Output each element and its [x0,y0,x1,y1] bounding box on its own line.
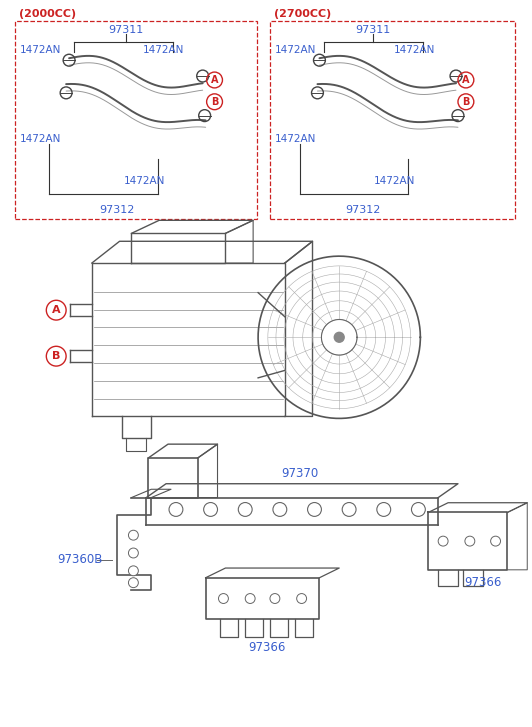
Circle shape [465,537,475,546]
Text: 1472AN: 1472AN [20,45,61,55]
Text: B: B [211,97,218,107]
Text: 97312: 97312 [345,204,381,214]
Circle shape [128,548,138,558]
Circle shape [334,332,344,342]
Text: 1472AN: 1472AN [20,134,61,145]
Text: 1472AN: 1472AN [143,45,185,55]
Text: 1472AN: 1472AN [275,45,317,55]
Circle shape [219,593,228,603]
Text: 1472AN: 1472AN [123,176,165,186]
Circle shape [491,537,501,546]
Circle shape [377,502,390,516]
Text: B: B [462,97,470,107]
Circle shape [273,502,287,516]
Text: A: A [462,75,470,85]
Circle shape [204,502,218,516]
Text: 1472AN: 1472AN [275,134,317,145]
Text: 97366: 97366 [464,576,501,589]
Circle shape [128,578,138,587]
Text: 1472AN: 1472AN [374,176,415,186]
Text: 97370: 97370 [281,467,318,480]
Circle shape [245,593,255,603]
Circle shape [169,502,183,516]
Text: 97366: 97366 [248,641,286,654]
Text: 97312: 97312 [99,204,134,214]
Circle shape [411,502,425,516]
Circle shape [128,566,138,576]
Text: 1472AN: 1472AN [394,45,435,55]
Text: A: A [211,75,218,85]
Circle shape [438,537,448,546]
Text: A: A [52,305,61,316]
Text: 97360B: 97360B [57,553,103,566]
Circle shape [307,502,321,516]
Text: 97311: 97311 [355,25,390,35]
Circle shape [128,530,138,540]
Circle shape [342,502,356,516]
Text: (2700CC): (2700CC) [274,9,331,19]
Text: B: B [52,351,61,361]
Circle shape [238,502,252,516]
Circle shape [270,593,280,603]
Circle shape [297,593,306,603]
Text: 97311: 97311 [109,25,144,35]
Text: (2000CC): (2000CC) [19,9,76,19]
